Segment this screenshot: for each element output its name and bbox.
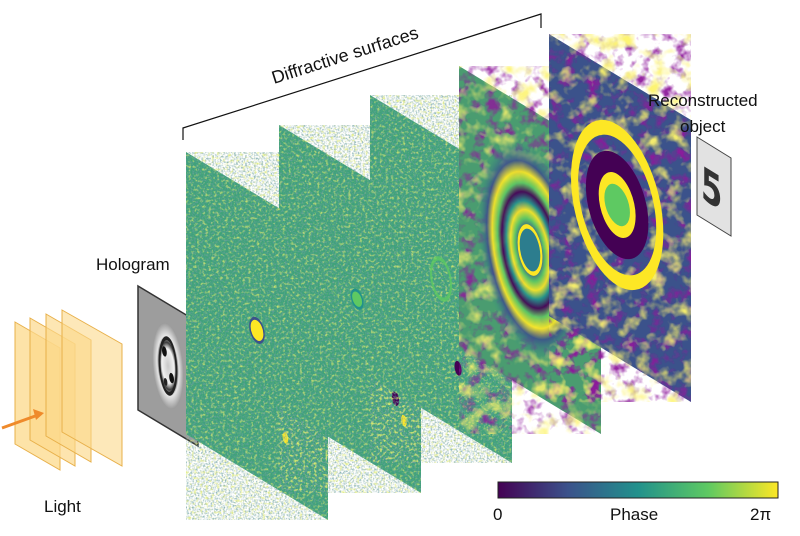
light-arrow <box>1 413 39 430</box>
reconstructed-object-label-line2: object <box>680 117 726 136</box>
hologram-label: Hologram <box>96 255 170 274</box>
light-source: Light <box>1 309 123 516</box>
reconstructed-object-label-line1: Reconstructed <box>648 91 758 110</box>
reconstructed-digit: 5 <box>701 156 722 223</box>
colorbar-min-label: 0 <box>493 505 502 524</box>
colorbar-title: Phase <box>610 505 658 524</box>
colorbar-max-label: 2π <box>750 505 771 524</box>
light-label: Light <box>44 497 81 516</box>
light-plane-4 <box>61 309 123 467</box>
diffractive-surface-5 <box>549 34 691 402</box>
reconstructed-object: 5 Reconstructed object <box>648 91 758 237</box>
hologram-plate: Hologram <box>96 255 199 448</box>
diffractive-surfaces-label: Diffractive surfaces <box>269 23 421 88</box>
light-arrow-head <box>33 409 44 420</box>
phase-colorbar: 0 Phase 2π <box>493 481 779 524</box>
